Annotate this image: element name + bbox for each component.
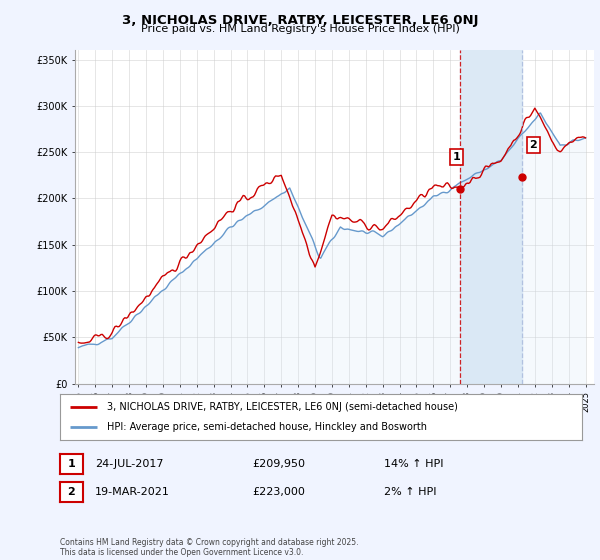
Text: 24-JUL-2017: 24-JUL-2017	[95, 459, 163, 469]
Text: 3, NICHOLAS DRIVE, RATBY, LEICESTER, LE6 0NJ (semi-detached house): 3, NICHOLAS DRIVE, RATBY, LEICESTER, LE6…	[107, 402, 458, 412]
Text: 2: 2	[530, 140, 538, 150]
Text: 14% ↑ HPI: 14% ↑ HPI	[384, 459, 443, 469]
Text: £209,950: £209,950	[252, 459, 305, 469]
Text: Contains HM Land Registry data © Crown copyright and database right 2025.
This d: Contains HM Land Registry data © Crown c…	[60, 538, 359, 557]
Text: HPI: Average price, semi-detached house, Hinckley and Bosworth: HPI: Average price, semi-detached house,…	[107, 422, 427, 432]
Text: 1: 1	[452, 152, 460, 162]
Bar	[460, 50, 521, 384]
Text: £223,000: £223,000	[252, 487, 305, 497]
Text: 1: 1	[68, 459, 75, 469]
Text: 2% ↑ HPI: 2% ↑ HPI	[384, 487, 437, 497]
Text: Price paid vs. HM Land Registry's House Price Index (HPI): Price paid vs. HM Land Registry's House …	[140, 24, 460, 34]
Text: 2: 2	[68, 487, 75, 497]
Text: 19-MAR-2021: 19-MAR-2021	[95, 487, 170, 497]
Text: 3, NICHOLAS DRIVE, RATBY, LEICESTER, LE6 0NJ: 3, NICHOLAS DRIVE, RATBY, LEICESTER, LE6…	[122, 14, 478, 27]
